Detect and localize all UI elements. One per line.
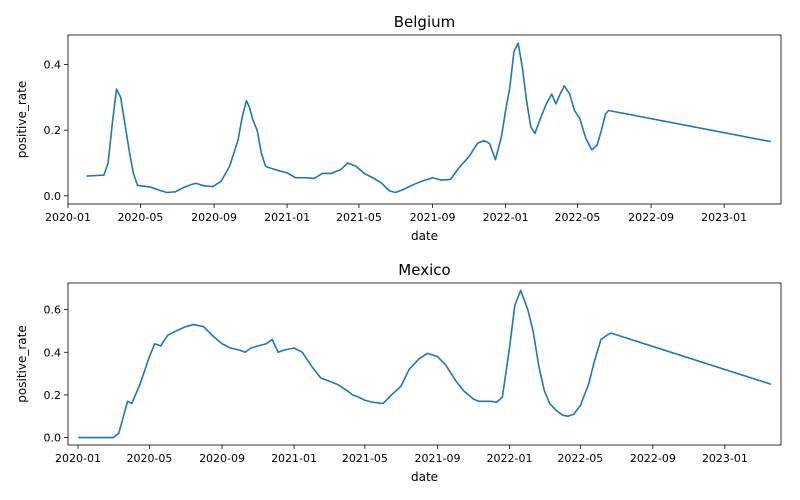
x-tick-label: 2023-01 (701, 211, 747, 224)
x-tick-label: 2020-01 (45, 211, 91, 224)
x-axis-label: date (411, 470, 438, 484)
y-tick-label: 0.2 (44, 389, 62, 402)
x-tick-label: 2020-05 (126, 452, 172, 465)
x-tick-label: 2020-05 (117, 211, 163, 224)
belgium-chart: Belgium date positive_rate 2020-01 2020-0… (15, 13, 782, 243)
x-tick-label: 2022-09 (628, 211, 674, 224)
x-tick-label: 2023-01 (702, 452, 748, 465)
y-tick-label: 0.0 (44, 432, 62, 445)
ticks: 2020-01 2020-05 2020-09 2021-01 2021-05 2021-… (44, 59, 748, 224)
chart-title: Belgium (394, 13, 456, 31)
x-tick-label: 2022-05 (554, 211, 600, 224)
chart-title: Mexico (398, 261, 450, 279)
x-tick-label: 2021-05 (342, 452, 388, 465)
y-tick-label: 0.4 (44, 346, 62, 359)
x-tick-label: 2021-05 (336, 211, 382, 224)
x-tick-label: 2021-09 (415, 452, 461, 465)
x-tick-label: 2020-09 (199, 452, 245, 465)
x-tick-label: 2020-09 (191, 211, 237, 224)
series-line (78, 289, 772, 439)
axes-frame (67, 282, 782, 446)
ticks: 2020-01 2020-05 2020-09 2021-01 2021-05 2021-… (44, 304, 748, 465)
y-tick-label: 0.2 (44, 124, 62, 137)
x-tick-label: 2020-01 (55, 452, 101, 465)
series-line (86, 42, 771, 194)
mexico-chart: Mexico date positive_rate 2020-01 2020-05… (15, 261, 782, 484)
x-tick-label: 2021-01 (264, 211, 310, 224)
plot-area (86, 42, 771, 194)
y-tick-label: 0.0 (44, 190, 62, 203)
x-tick-label: 2021-09 (410, 211, 456, 224)
x-tick-label: 2021-01 (271, 452, 317, 465)
plot-area (78, 289, 772, 439)
x-tick-label: 2022-01 (483, 211, 529, 224)
x-tick-label: 2022-01 (487, 452, 533, 465)
x-axis-label: date (411, 229, 438, 243)
y-axis-label: positive_rate (15, 325, 29, 402)
y-tick-label: 0.4 (44, 59, 62, 72)
axes-frame (67, 34, 782, 205)
x-tick-label: 2022-05 (557, 452, 603, 465)
y-axis-label: positive_rate (15, 81, 29, 158)
y-tick-label: 0.6 (44, 304, 62, 317)
x-tick-label: 2022-09 (630, 452, 676, 465)
